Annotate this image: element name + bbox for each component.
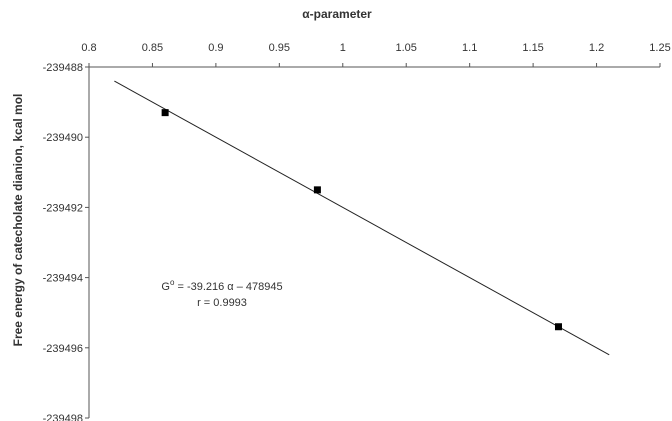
equation-prefix: G (161, 281, 170, 293)
r-value-annotation: r = 0.9993 (197, 297, 247, 309)
y-axis-label: Free energy of catecholate dianion, kcal… (11, 94, 25, 347)
x-tick-label: 1.15 (522, 42, 543, 54)
data-point (554, 323, 562, 331)
equation-superscript: o (170, 278, 175, 287)
y-tick-label: -239498 (43, 413, 83, 421)
x-axis-ticks: 0.8 0.85 0.9 0.95 1 1.05 1.1 1.15 1.2 1.25 (81, 42, 671, 67)
y-tick-label: -239488 (43, 62, 83, 74)
equation-body: = -39.216 α – 478945 (174, 281, 282, 293)
x-tick-label: 0.95 (269, 42, 290, 54)
data-points (161, 109, 562, 331)
x-tick-label: 1.2 (589, 42, 604, 54)
x-tick-label: 0.8 (81, 42, 96, 54)
trendline (114, 80, 610, 356)
x-tick-label: 1.1 (462, 42, 477, 54)
y-tick-label: -239492 (43, 202, 83, 214)
x-tick-label: 0.9 (208, 42, 223, 54)
data-point (313, 186, 321, 194)
x-tick-label: 1.05 (396, 42, 417, 54)
x-tick-label: 0.85 (142, 42, 163, 54)
equation-annotation: Go = -39.216 α – 478945 (161, 278, 282, 293)
x-tick-label: 1 (340, 42, 346, 54)
x-axis-title: α-parameter (302, 7, 372, 21)
data-point (161, 109, 169, 117)
y-tick-label: -239490 (43, 132, 83, 144)
x-tick-label: 1.25 (649, 42, 670, 54)
y-tick-label: -239494 (43, 273, 83, 285)
y-tick-label: -239496 (43, 343, 83, 355)
y-axis-ticks: -239488 -239490 -239492 -239494 -239496 -2394… (43, 62, 89, 421)
